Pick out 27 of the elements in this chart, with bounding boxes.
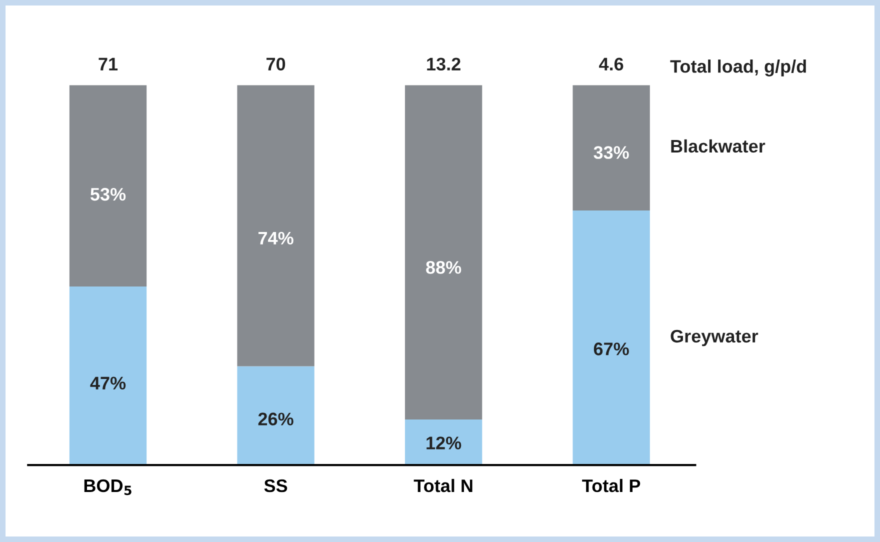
bar	[404, 85, 482, 420]
x-tick-label: SS	[264, 479, 288, 492]
series-label: Greywater	[670, 330, 758, 346]
data-label: 88%	[426, 261, 462, 274]
bar	[237, 85, 314, 366]
data-label: 33%	[594, 146, 629, 159]
annotation: 71	[98, 58, 118, 70]
bar	[572, 210, 650, 466]
annotation: 4.6	[599, 58, 624, 70]
data-label: 12%	[426, 436, 462, 450]
bar	[572, 85, 650, 210]
text: Total load, g/p/d	[670, 60, 806, 76]
data-label: 67%	[594, 342, 629, 356]
annotation: 70	[266, 58, 286, 70]
x-tick-label: Total P	[582, 478, 640, 492]
data-label: 74%	[258, 232, 294, 245]
series-label: Blackwater	[671, 139, 766, 153]
bar	[404, 419, 482, 466]
x-tick-label: Total N	[414, 478, 472, 492]
annotation: 13.2	[427, 58, 460, 71]
data-label: 26%	[258, 412, 294, 426]
bar	[237, 366, 314, 466]
x-tick-label: BOD$_{5}$	[84, 479, 132, 496]
data-label: 53%	[90, 188, 126, 201]
bar	[69, 286, 147, 466]
bar	[69, 85, 147, 286]
data-label: 47%	[90, 376, 126, 390]
